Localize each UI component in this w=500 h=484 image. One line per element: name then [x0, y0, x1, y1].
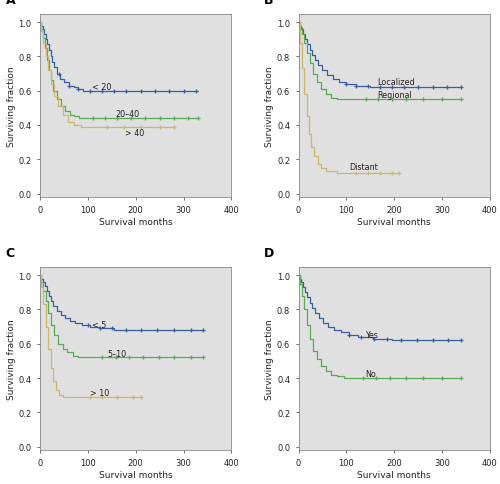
Text: Distant: Distant: [349, 163, 378, 172]
Text: > 40: > 40: [125, 129, 144, 138]
Text: > 10: > 10: [90, 388, 110, 397]
Text: 20–40: 20–40: [116, 110, 140, 119]
Text: < 20: < 20: [92, 83, 111, 91]
Y-axis label: Surviving fraction: Surviving fraction: [6, 66, 16, 146]
X-axis label: Survival months: Survival months: [99, 470, 172, 479]
Text: No: No: [366, 369, 376, 378]
Y-axis label: Surviving fraction: Surviving fraction: [265, 318, 274, 399]
Text: 5–10: 5–10: [107, 349, 126, 358]
X-axis label: Survival months: Survival months: [99, 218, 172, 227]
Text: B: B: [264, 0, 274, 7]
Text: A: A: [6, 0, 15, 7]
Text: < 5: < 5: [92, 320, 106, 329]
Text: Localized: Localized: [378, 77, 415, 87]
Text: D: D: [264, 247, 274, 260]
Text: Regional: Regional: [378, 91, 412, 100]
X-axis label: Survival months: Survival months: [358, 470, 431, 479]
Text: Yes: Yes: [366, 330, 378, 339]
Y-axis label: Surviving fraction: Surviving fraction: [265, 66, 274, 146]
Y-axis label: Surviving fraction: Surviving fraction: [6, 318, 16, 399]
Text: C: C: [6, 247, 15, 260]
X-axis label: Survival months: Survival months: [358, 218, 431, 227]
